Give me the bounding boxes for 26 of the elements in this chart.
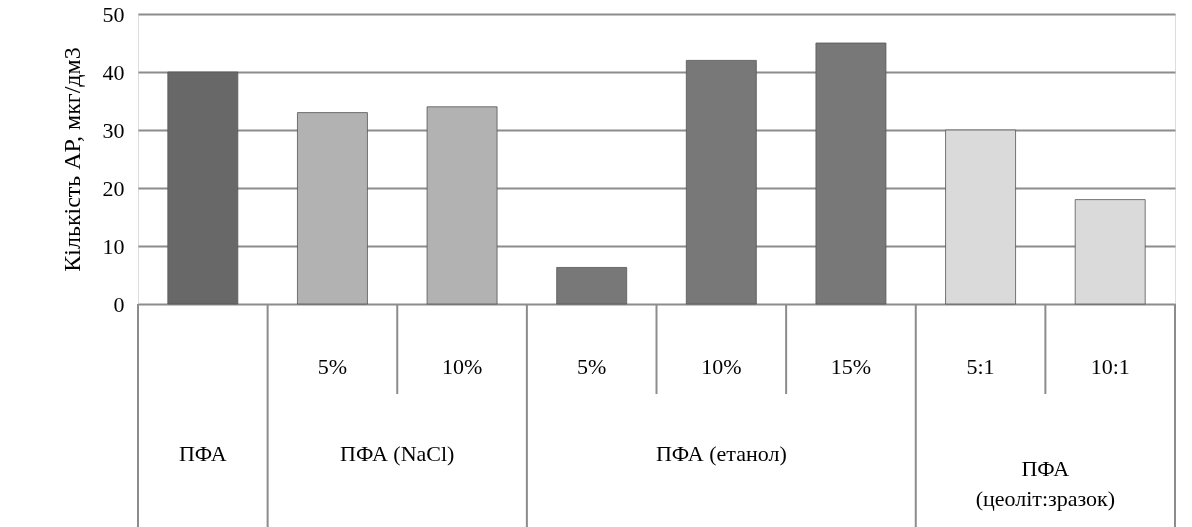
bar bbox=[815, 42, 887, 305]
x-tick-label: 5:1 bbox=[966, 353, 995, 379]
bar bbox=[426, 106, 498, 305]
x-tick-label: 10% bbox=[701, 353, 742, 379]
y-tick-label: 30 bbox=[102, 117, 125, 143]
y-tick-label: 20 bbox=[102, 175, 125, 201]
x-tick-label: 10% bbox=[441, 353, 483, 379]
x-tick-label: 5% bbox=[577, 353, 607, 379]
bar bbox=[556, 267, 628, 305]
y-tick-label: 0 bbox=[113, 291, 125, 317]
x-tick-label: 5% bbox=[317, 353, 348, 379]
text: ПФА (етанол) bbox=[655, 441, 787, 466]
y-axis-title: Кількість АР, мкг/дм3 bbox=[58, 47, 85, 272]
bar bbox=[1074, 199, 1146, 305]
text: ПФА bbox=[178, 441, 227, 466]
bar bbox=[945, 129, 1016, 305]
y-tick-label: 10 bbox=[102, 233, 125, 259]
bar bbox=[167, 71, 239, 305]
x-tick-label: 10:1 bbox=[1090, 353, 1130, 379]
text: ПФА (NaCl) bbox=[340, 441, 455, 466]
x-tick-label: 15% bbox=[830, 353, 872, 379]
y-tick-label: 50 bbox=[102, 1, 125, 27]
bar bbox=[297, 112, 368, 305]
bar bbox=[685, 60, 757, 305]
y-tick-label: 40 bbox=[102, 59, 125, 85]
text: ПФА (цеоліт:зразок) bbox=[975, 456, 1116, 511]
